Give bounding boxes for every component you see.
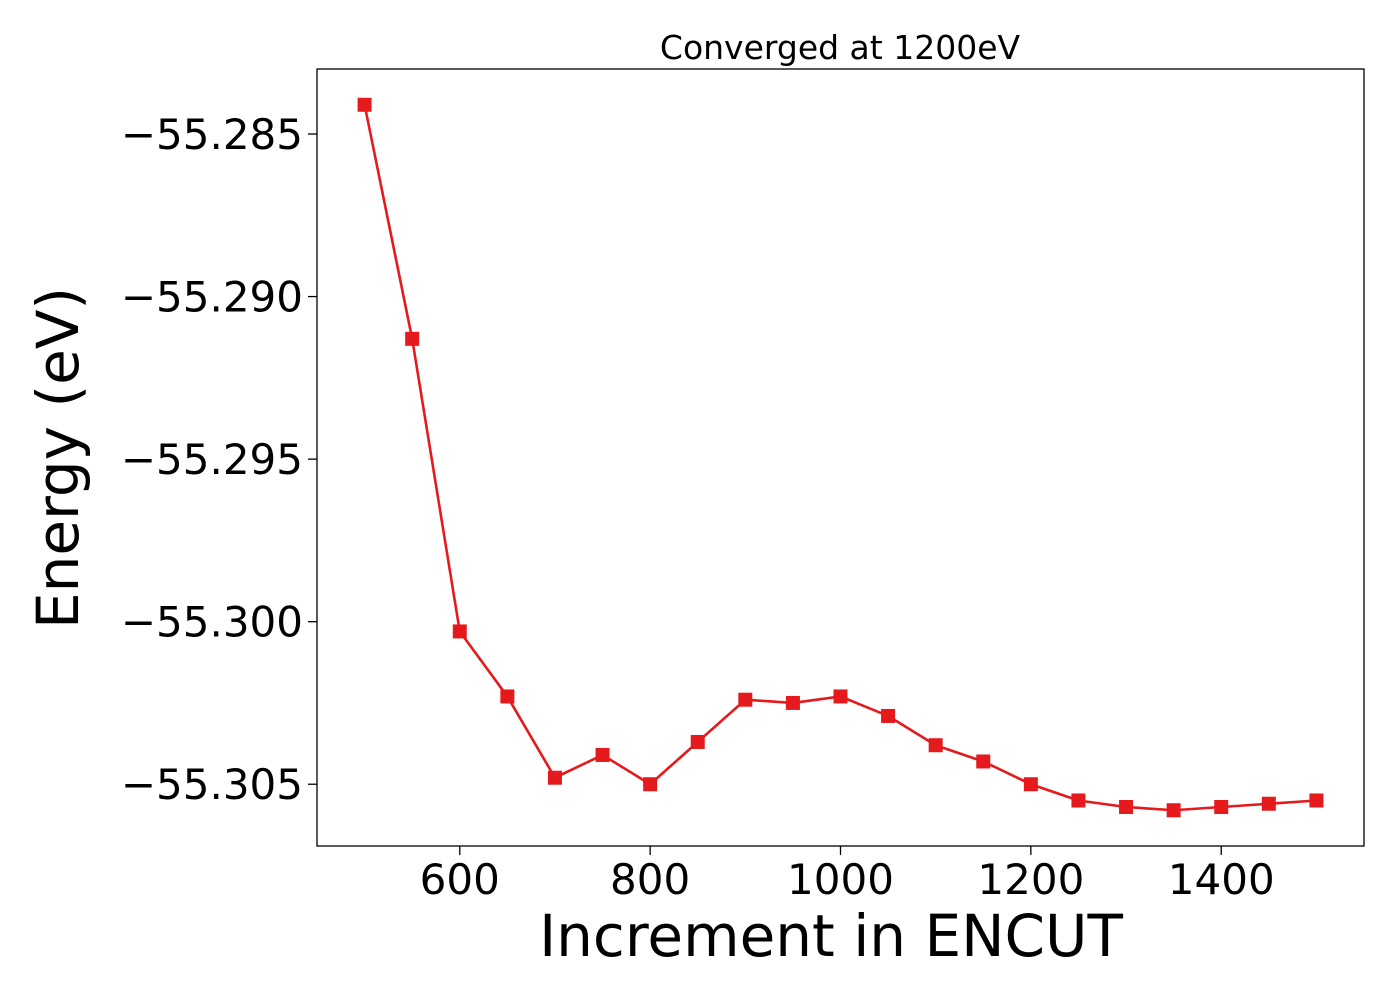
x-axis-label: Increment in ENCUT <box>539 902 1123 970</box>
plot-frame <box>316 68 1365 847</box>
y-tick-label: −55.295 <box>121 435 303 484</box>
x-tick-label: 1200 <box>977 855 1084 904</box>
y-tick-label: −55.285 <box>121 110 303 159</box>
data-point-marker <box>500 689 515 704</box>
data-point-marker <box>1119 799 1134 814</box>
x-tick-label: 1400 <box>1168 855 1275 904</box>
x-tick-label: 600 <box>420 855 500 904</box>
data-point-marker <box>690 734 705 749</box>
y-tick-label: −55.305 <box>121 760 303 809</box>
x-tick-label: 1000 <box>787 855 894 904</box>
data-point-marker <box>357 97 372 112</box>
data-point-marker <box>643 777 658 792</box>
data-point-marker <box>1071 793 1086 808</box>
data-point-marker <box>1261 796 1276 811</box>
data-point-marker <box>833 689 848 704</box>
y-axis-ticks: −55.285 −55.290 −55.295 −55.300 −55.305 <box>121 110 317 809</box>
data-point-marker <box>595 747 610 762</box>
x-axis-ticks: 600 800 1000 1200 1400 <box>420 846 1275 904</box>
data-point-marker <box>1309 793 1324 808</box>
y-tick-label: −55.290 <box>121 273 303 322</box>
series-line <box>363 104 1317 812</box>
data-point-marker <box>976 754 991 769</box>
y-axis-label: Energy (eV) <box>24 287 92 629</box>
data-point-marker <box>785 695 800 710</box>
data-point-marker <box>928 738 943 753</box>
chart-title: Converged at 1200eV <box>660 28 1021 67</box>
data-point-marker <box>881 708 896 723</box>
data-point-marker <box>738 692 753 707</box>
data-point-marker <box>1166 803 1181 818</box>
series-layer <box>357 97 1324 818</box>
data-point-marker <box>1214 799 1229 814</box>
y-tick-label: −55.300 <box>121 598 303 647</box>
x-tick-label: 800 <box>610 855 690 904</box>
data-point-marker <box>452 624 467 639</box>
data-point-marker <box>405 331 420 346</box>
data-point-marker <box>547 770 562 785</box>
data-point-marker <box>1023 777 1038 792</box>
